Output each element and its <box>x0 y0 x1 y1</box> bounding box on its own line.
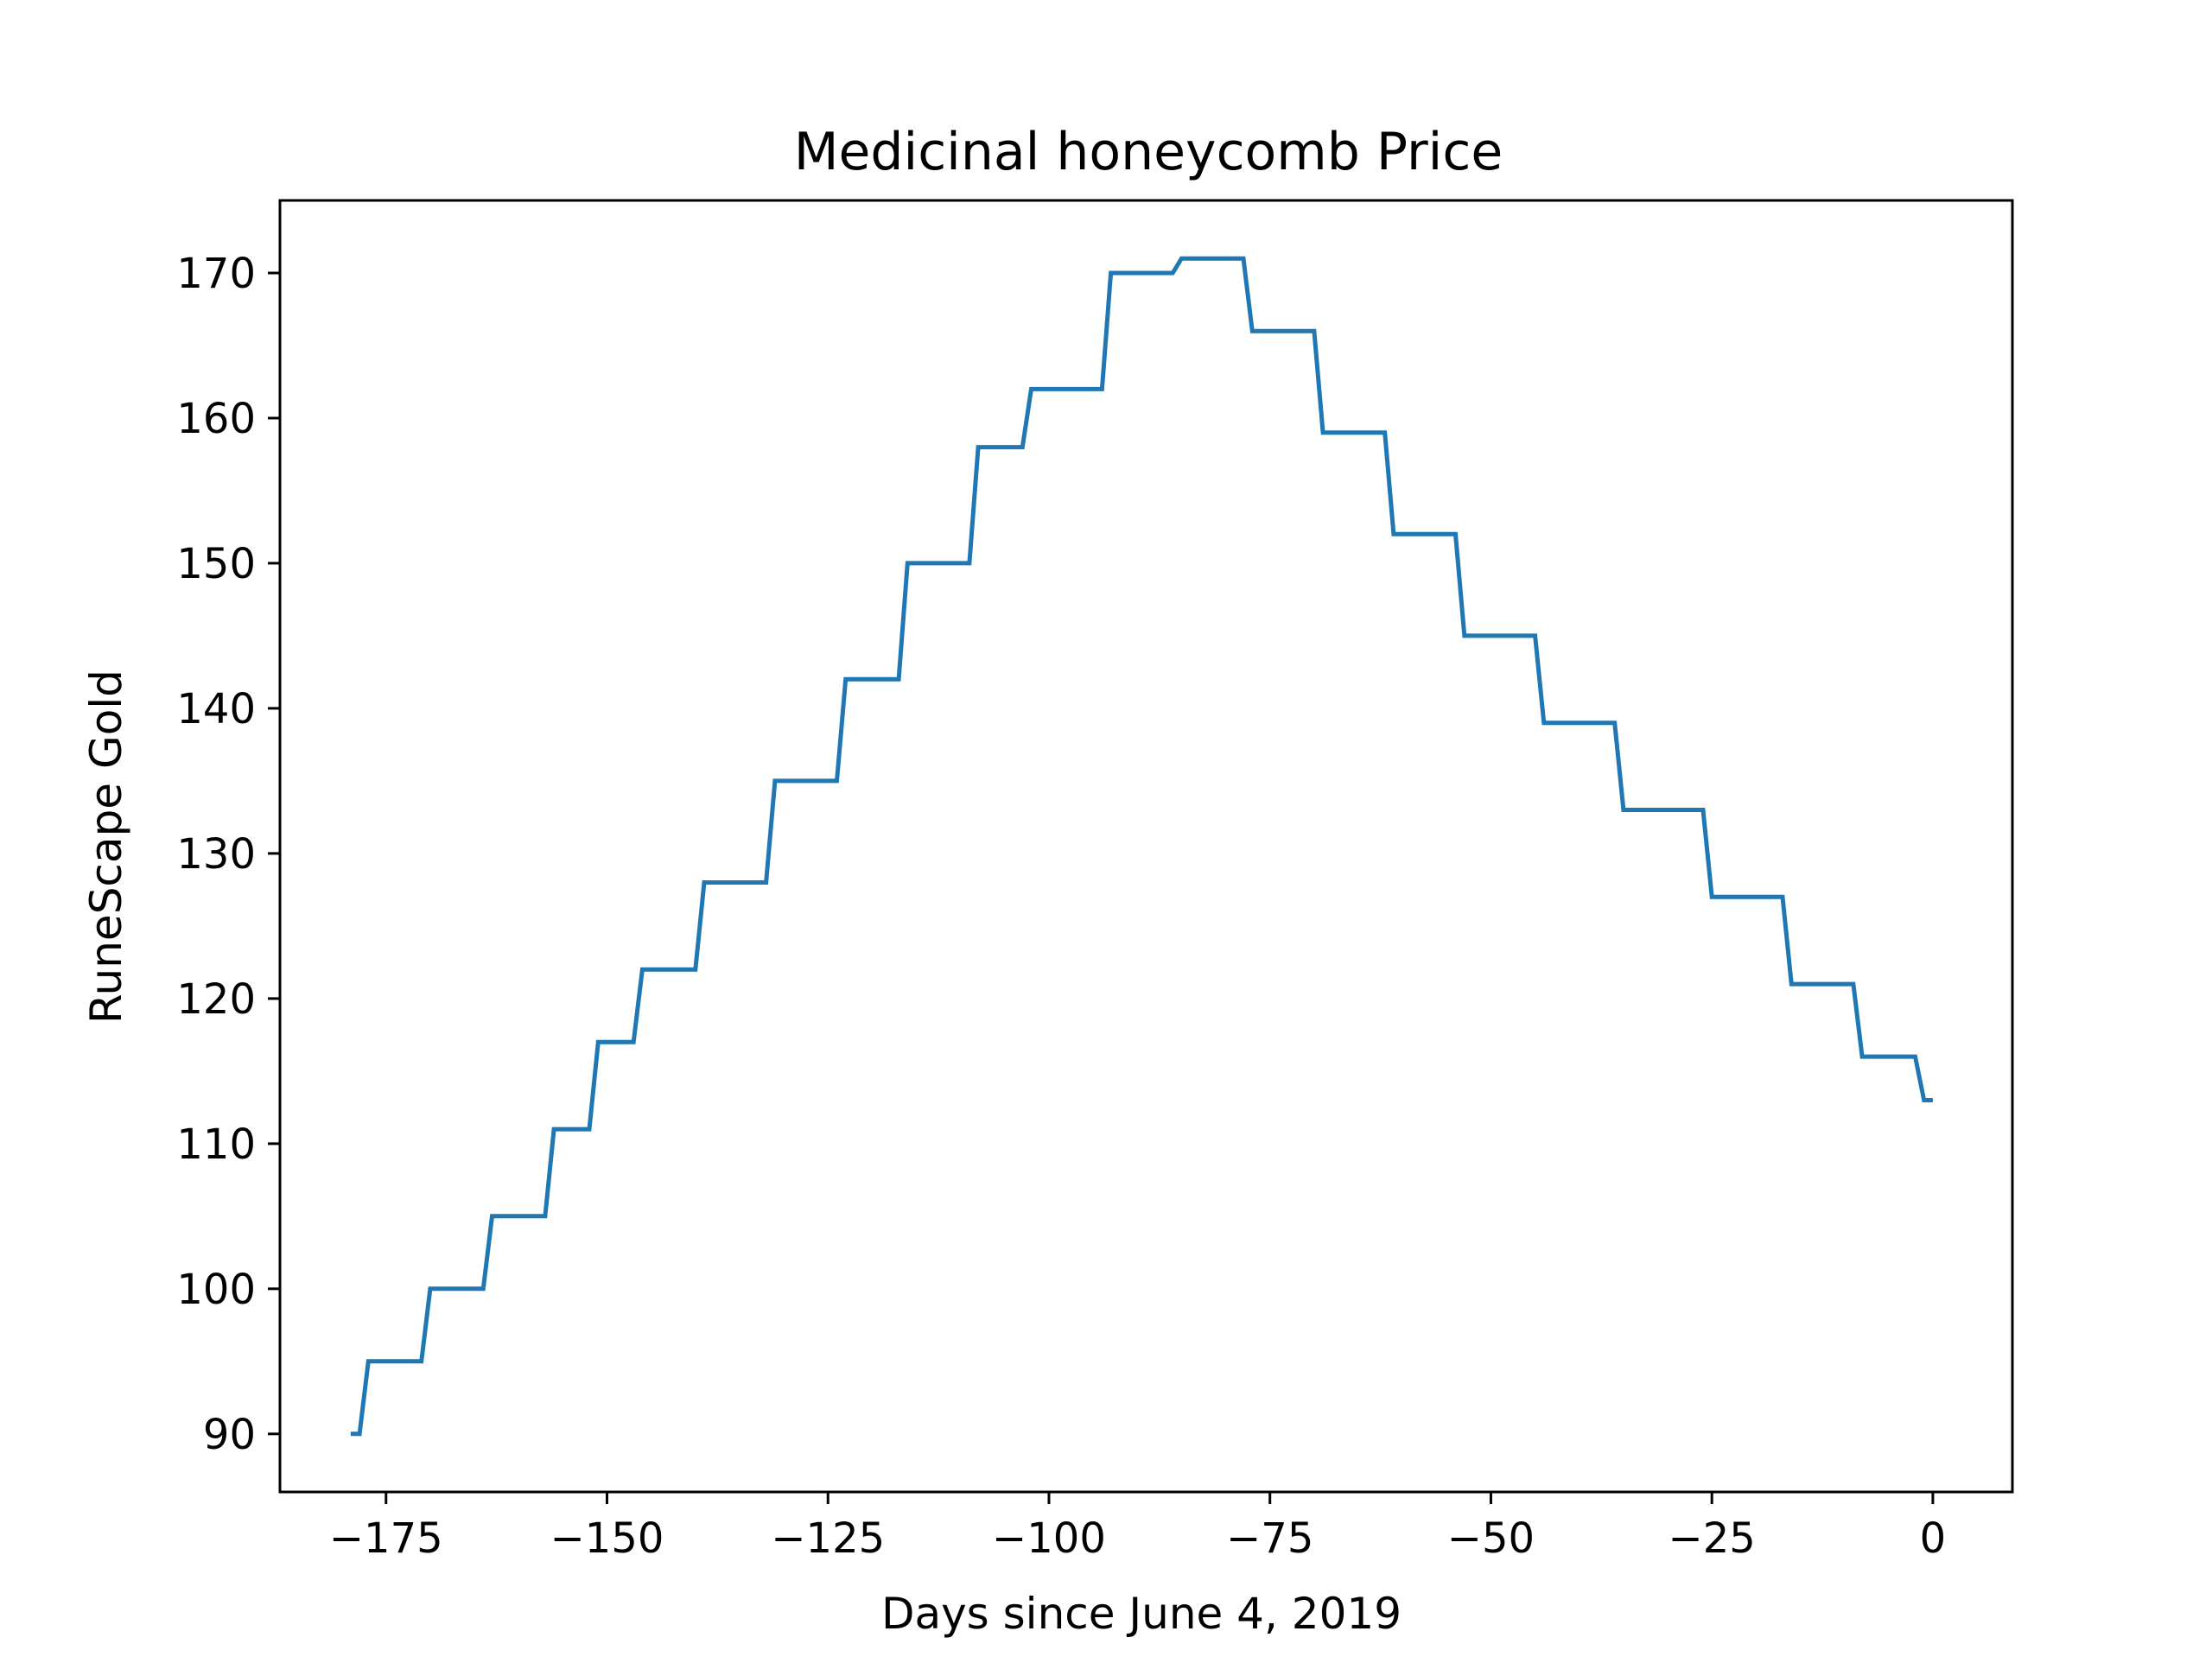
axis-ticks: −175 −150 −125 −100 −75 −50 −25 0 90 100 110 120 130… <box>176 250 1946 1563</box>
y-tick-label: 100 <box>176 1266 256 1314</box>
series-group <box>350 256 1933 1437</box>
y-tick-label: 110 <box>176 1120 256 1169</box>
y-tick-label: 160 <box>176 395 256 443</box>
plot-frame <box>278 199 2014 1494</box>
x-tick-label: −175 <box>329 1514 443 1563</box>
y-tick-label: 120 <box>176 975 256 1024</box>
price-series-line <box>350 256 1933 1437</box>
y-tick-label: 130 <box>176 830 256 879</box>
x-tick-label: −75 <box>1226 1514 1313 1563</box>
y-tick-label: 170 <box>176 250 256 298</box>
y-axis-label: RuneScape Gold <box>81 670 131 1024</box>
x-axis-label: Days since June 4, 2019 <box>881 1589 1402 1639</box>
y-tick-label: 150 <box>176 540 256 588</box>
chart-title: Medicinal honeycomb Price <box>794 122 1503 182</box>
y-tick-label: 90 <box>203 1411 256 1459</box>
x-tick-label: −150 <box>550 1514 664 1563</box>
x-tick-label: −25 <box>1669 1514 1756 1563</box>
x-tick-label: −100 <box>992 1514 1106 1563</box>
x-tick-label: 0 <box>1920 1514 1947 1563</box>
x-tick-label: −50 <box>1447 1514 1535 1563</box>
x-tick-label: −125 <box>771 1514 885 1563</box>
y-tick-label: 140 <box>176 685 256 733</box>
